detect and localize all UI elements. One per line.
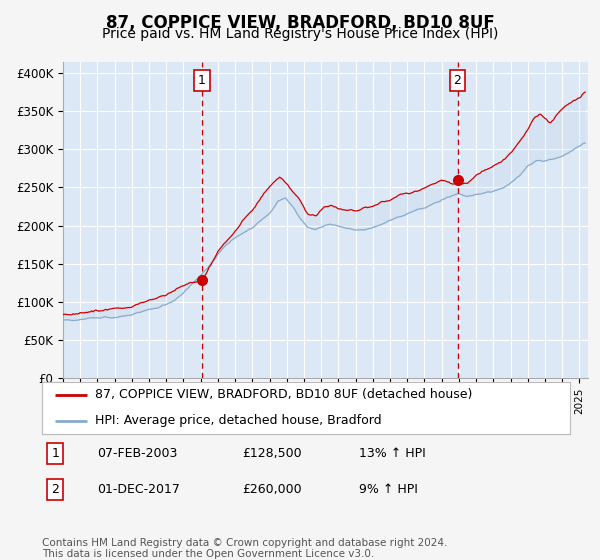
Text: 13% ↑ HPI: 13% ↑ HPI bbox=[359, 447, 425, 460]
Text: 87, COPPICE VIEW, BRADFORD, BD10 8UF: 87, COPPICE VIEW, BRADFORD, BD10 8UF bbox=[106, 14, 494, 32]
Text: 07-FEB-2003: 07-FEB-2003 bbox=[97, 447, 178, 460]
Text: 01-DEC-2017: 01-DEC-2017 bbox=[97, 483, 181, 496]
Text: 2: 2 bbox=[51, 483, 59, 496]
Text: 9% ↑ HPI: 9% ↑ HPI bbox=[359, 483, 418, 496]
Text: 1: 1 bbox=[51, 447, 59, 460]
Text: 2: 2 bbox=[454, 74, 461, 87]
Text: 87, COPPICE VIEW, BRADFORD, BD10 8UF (detached house): 87, COPPICE VIEW, BRADFORD, BD10 8UF (de… bbox=[95, 389, 472, 402]
Text: £128,500: £128,500 bbox=[242, 447, 302, 460]
Text: £260,000: £260,000 bbox=[242, 483, 302, 496]
Text: Price paid vs. HM Land Registry's House Price Index (HPI): Price paid vs. HM Land Registry's House … bbox=[102, 27, 498, 41]
Text: HPI: Average price, detached house, Bradford: HPI: Average price, detached house, Brad… bbox=[95, 414, 382, 427]
Text: 1: 1 bbox=[198, 74, 206, 87]
Text: Contains HM Land Registry data © Crown copyright and database right 2024.
This d: Contains HM Land Registry data © Crown c… bbox=[42, 538, 448, 559]
